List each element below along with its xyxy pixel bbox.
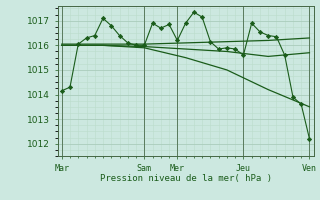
X-axis label: Pression niveau de la mer( hPa ): Pression niveau de la mer( hPa ) [100, 174, 272, 183]
